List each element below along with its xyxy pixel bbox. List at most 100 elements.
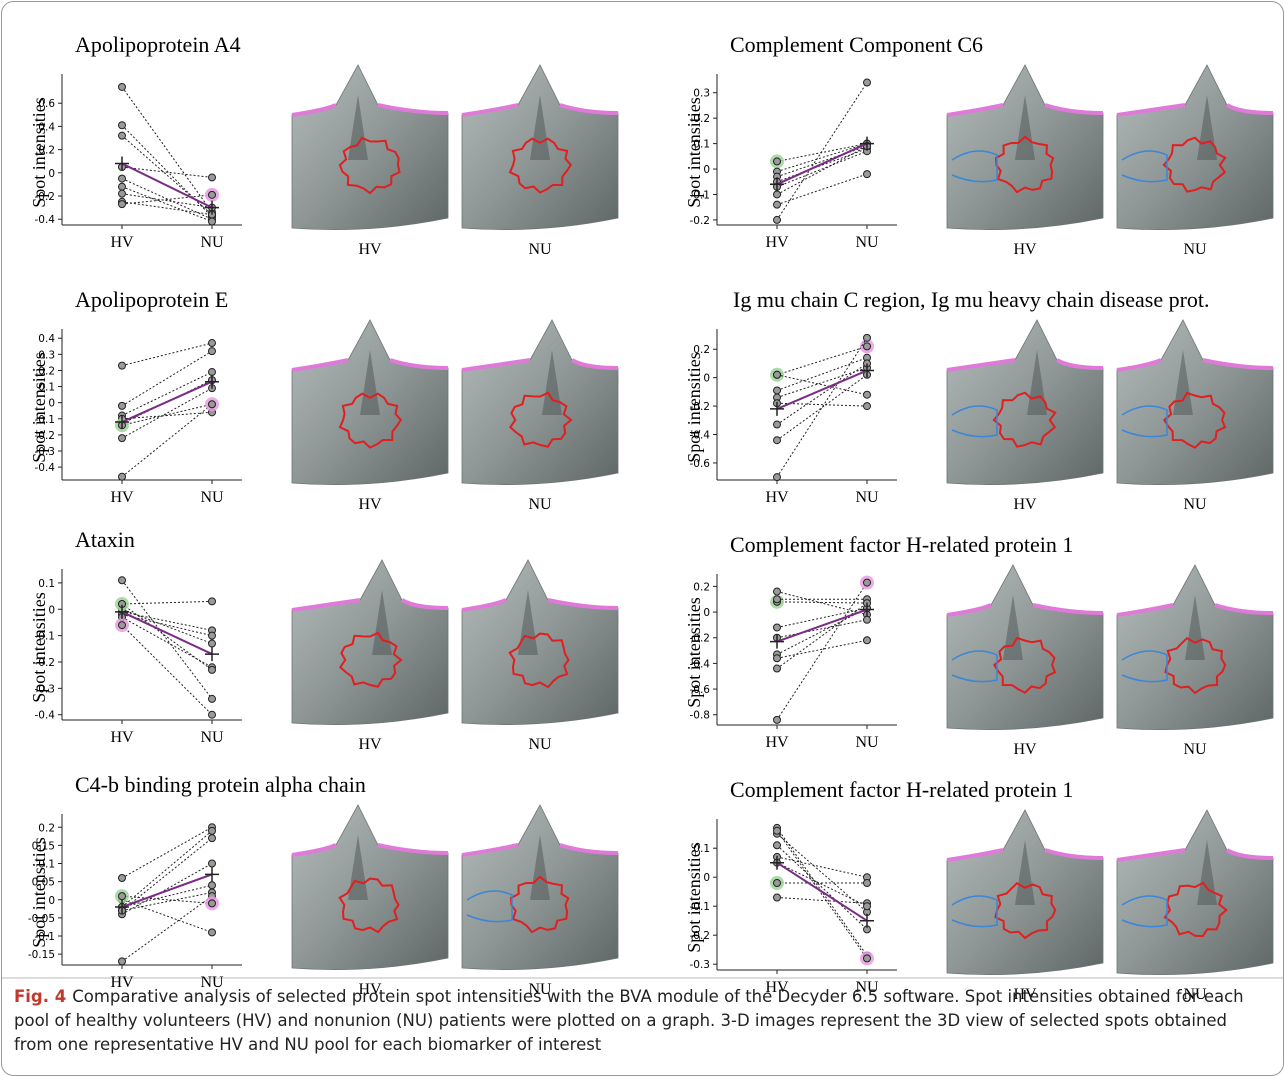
spot-marker [864, 880, 871, 887]
y-tick-label: 0.3 [693, 88, 710, 100]
image-label: NU [528, 241, 552, 258]
spot-marker [209, 666, 216, 673]
y-tick-label: 0.1 [693, 843, 710, 855]
spot-line [777, 620, 867, 638]
x-tick-label: NU [200, 729, 224, 746]
y-tick-label: -0.2 [35, 657, 56, 669]
spot-marker [209, 218, 216, 225]
spot-marker [119, 190, 126, 197]
caption: Fig. 4Comparative analysis of selected p… [14, 985, 1269, 1057]
spot-marker [774, 474, 781, 481]
spot-marker [209, 860, 216, 867]
y-tick-label: -0.1 [35, 631, 56, 643]
spot-3d-image [462, 320, 618, 485]
panel-title: Ataxin [75, 527, 135, 552]
image-label: NU [1183, 741, 1207, 758]
y-tick-label: -0.4 [690, 658, 711, 670]
spot-line [777, 151, 867, 187]
spot-marker [864, 579, 871, 586]
y-tick-label: -0.4 [35, 710, 56, 722]
page: Apolipoprotein A4Spot intensities-0.4-0.… [0, 0, 1285, 1077]
spot-marker [119, 175, 126, 182]
surface [292, 65, 448, 230]
spot-marker [119, 402, 126, 409]
y-tick-label: 0 [48, 168, 55, 180]
y-tick-label: -0.2 [690, 215, 711, 227]
surface [462, 560, 618, 725]
spot-marker [209, 835, 216, 842]
y-tick-label: 0 [703, 607, 710, 619]
y-tick-label: -0.05 [28, 913, 55, 925]
spot-marker [209, 191, 216, 198]
y-tick-label: -0.3 [35, 446, 56, 458]
spot-marker [119, 622, 126, 629]
spot-3d-image [1117, 565, 1273, 730]
image-label: HV [1013, 241, 1037, 258]
y-tick-label: -0.3 [35, 683, 56, 695]
x-tick-label: HV [765, 734, 789, 751]
surface [947, 320, 1103, 485]
spot-line [122, 617, 212, 667]
spot-line [122, 580, 212, 699]
spot-marker [774, 624, 781, 631]
spot-marker [209, 632, 216, 639]
spot-marker [864, 171, 871, 178]
spot-line [777, 640, 867, 658]
y-tick-label: 0 [48, 895, 55, 907]
image-label: HV [358, 241, 382, 258]
spot-marker [774, 880, 781, 887]
y-tick-label: -0.2 [35, 191, 56, 203]
spot-line [777, 144, 867, 172]
y-tick-label: 0.05 [32, 877, 55, 889]
spot-3d-image [1117, 320, 1273, 485]
spot-marker [774, 655, 781, 662]
spot-marker [209, 640, 216, 647]
x-tick-label: HV [110, 729, 134, 746]
spot-marker [119, 893, 126, 900]
surface [292, 805, 448, 970]
x-tick-label: NU [855, 489, 879, 506]
spot-marker [864, 391, 871, 398]
spot-3d-image [462, 805, 618, 970]
spot-marker [209, 340, 216, 347]
spot-marker [209, 929, 216, 936]
panel-title: C4-b binding protein alpha chain [75, 772, 366, 797]
spot-3d-image [947, 810, 1103, 975]
panel-title: Complement Component C6 [730, 32, 983, 57]
spot-3d-image [292, 560, 448, 725]
x-tick-label: NU [200, 234, 224, 251]
spot-line [777, 144, 867, 162]
spot-marker [209, 598, 216, 605]
spot-line [777, 149, 867, 182]
spot-line [777, 338, 867, 477]
spot-marker [119, 435, 126, 442]
y-tick-label: -0.2 [35, 430, 56, 442]
spot-marker [774, 588, 781, 595]
panel-title: Complement factor H-related protein 1 [730, 532, 1073, 557]
y-tick-label: 0.15 [32, 840, 55, 852]
x-tick-label: HV [110, 234, 134, 251]
surface [292, 560, 448, 725]
spot-line [122, 343, 212, 366]
image-label: NU [528, 496, 552, 513]
image-label: NU [528, 736, 552, 753]
y-tick-label: 0.4 [38, 333, 55, 345]
spot-3d-image [1117, 65, 1273, 230]
spot-line [777, 363, 867, 424]
spot-marker [774, 596, 781, 603]
y-tick-label: -0.4 [35, 462, 56, 474]
y-tick-label: 0.2 [38, 365, 55, 377]
panel-title: Apolipoprotein E [75, 287, 228, 312]
spot-marker [209, 900, 216, 907]
mean-marker [860, 603, 874, 617]
y-tick-label: 0.4 [38, 121, 55, 133]
figure: Apolipoprotein A4Spot intensities-0.4-0.… [0, 0, 1285, 1077]
spot-line [777, 857, 867, 877]
spot-marker [864, 616, 871, 623]
y-tick-label: -0.3 [690, 959, 711, 971]
spot-line [122, 612, 212, 630]
x-tick-label: HV [110, 489, 134, 506]
spot-marker [774, 191, 781, 198]
image-label: HV [358, 496, 382, 513]
surface [1117, 320, 1273, 485]
